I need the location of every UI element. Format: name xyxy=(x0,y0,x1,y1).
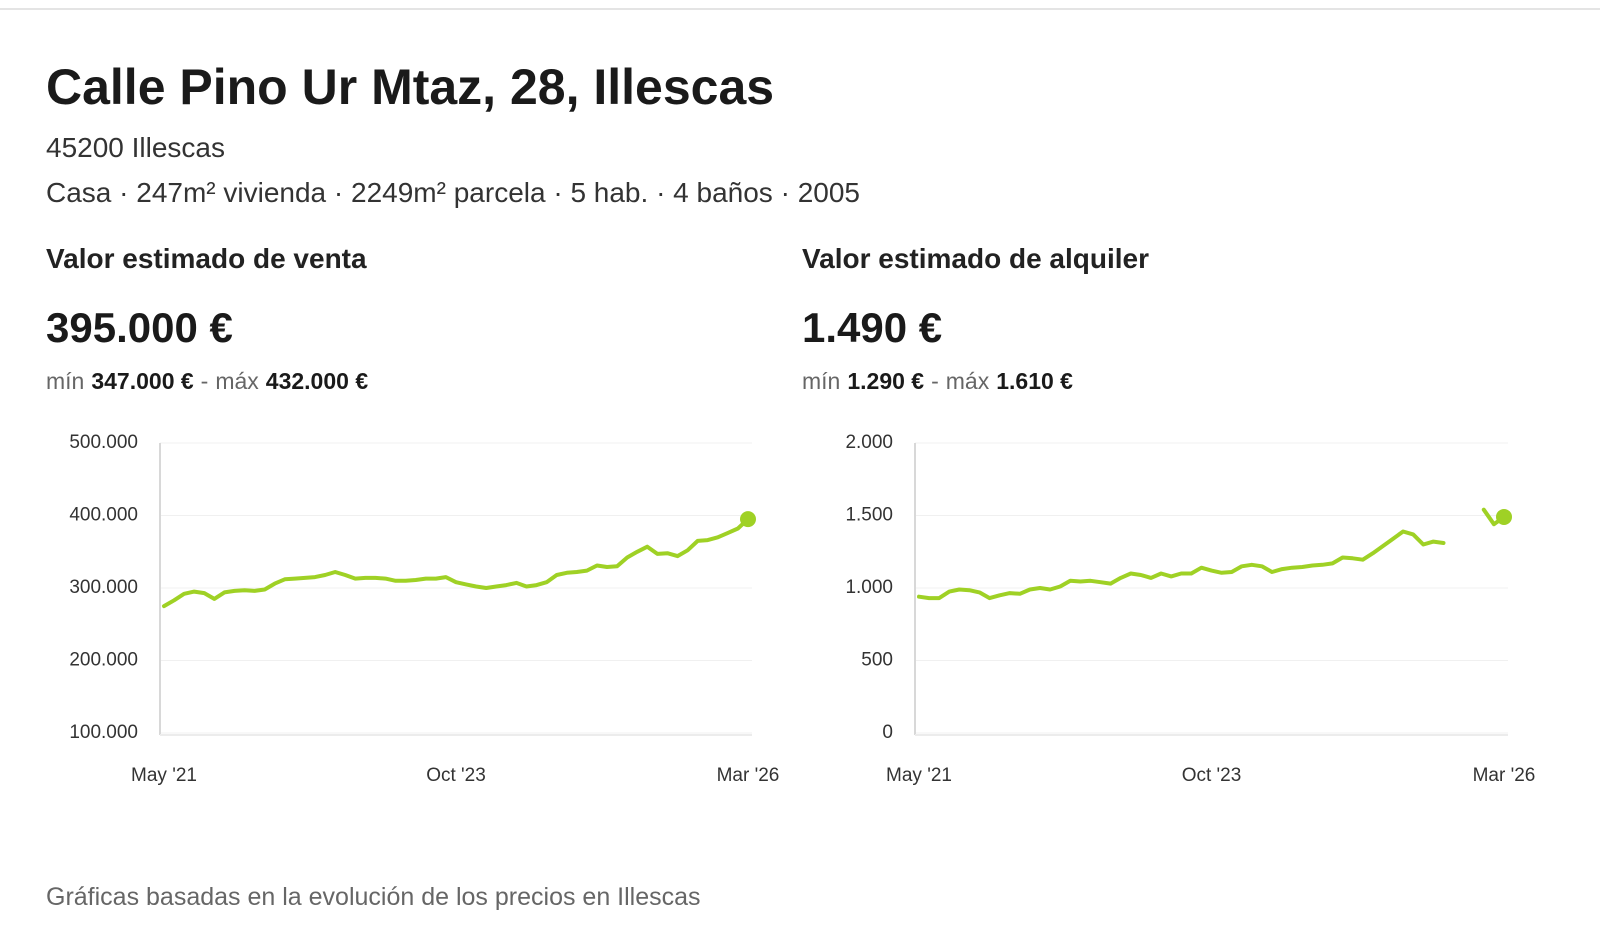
y-tick-label: 400.000 xyxy=(69,505,138,526)
x-tick-label: May '21 xyxy=(131,765,197,786)
x-tick-label: May '21 xyxy=(886,765,952,786)
x-tick-label: Mar '26 xyxy=(717,765,780,786)
y-tick-label: 100.000 xyxy=(69,722,138,743)
y-tick-label: 300.000 xyxy=(69,577,138,598)
top-border xyxy=(0,8,1600,10)
price-line xyxy=(917,507,1506,601)
max-label: máx xyxy=(215,368,259,394)
y-tick-label: 500.000 xyxy=(69,432,138,453)
x-tick-label: Mar '26 xyxy=(1473,765,1536,786)
y-tick-label: 1.000 xyxy=(845,577,893,598)
range-separator: - xyxy=(931,368,939,394)
range: mín 347.000 € - máx 432.000 € xyxy=(46,368,375,395)
min-label: mín xyxy=(802,368,841,394)
y-tick-label: 1.500 xyxy=(845,505,893,526)
y-tick-label: 200.000 xyxy=(69,650,138,671)
max-label: máx xyxy=(945,368,990,394)
range: mín 1.290 € - máx 1.610 € xyxy=(802,368,1080,395)
min-label: mín xyxy=(46,368,85,394)
y-tick-label: 2.000 xyxy=(845,432,893,453)
min-value: 347.000 € xyxy=(91,368,194,394)
current-point xyxy=(1496,508,1512,525)
y-tick-label: 0 xyxy=(882,722,893,743)
section-title: Valor estimado de alquiler xyxy=(802,243,1150,274)
address-title: Calle Pino Ur Mtaz, 28, Illescas xyxy=(46,59,775,115)
range-separator: - xyxy=(200,368,209,394)
estimate-value: 1.490 € xyxy=(802,304,943,351)
estimate-value: 395.000 € xyxy=(46,304,233,351)
property-details: Casa · 247m² vivienda · 2249m² parcela ·… xyxy=(46,177,860,208)
y-tick-label: 500 xyxy=(861,650,893,671)
location: 45200 Illescas xyxy=(46,132,226,163)
price-line xyxy=(162,517,750,609)
x-tick-label: Oct '23 xyxy=(426,765,486,786)
x-tick-label: Oct '23 xyxy=(1182,765,1242,786)
min-value: 1.290 € xyxy=(847,368,925,394)
max-value: 432.000 € xyxy=(265,368,369,394)
max-value: 1.610 € xyxy=(996,368,1073,394)
current-point xyxy=(740,511,756,528)
section-title: Valor estimado de venta xyxy=(46,243,367,274)
footer-note: Gráficas basadas en la evolución de los … xyxy=(46,883,701,911)
